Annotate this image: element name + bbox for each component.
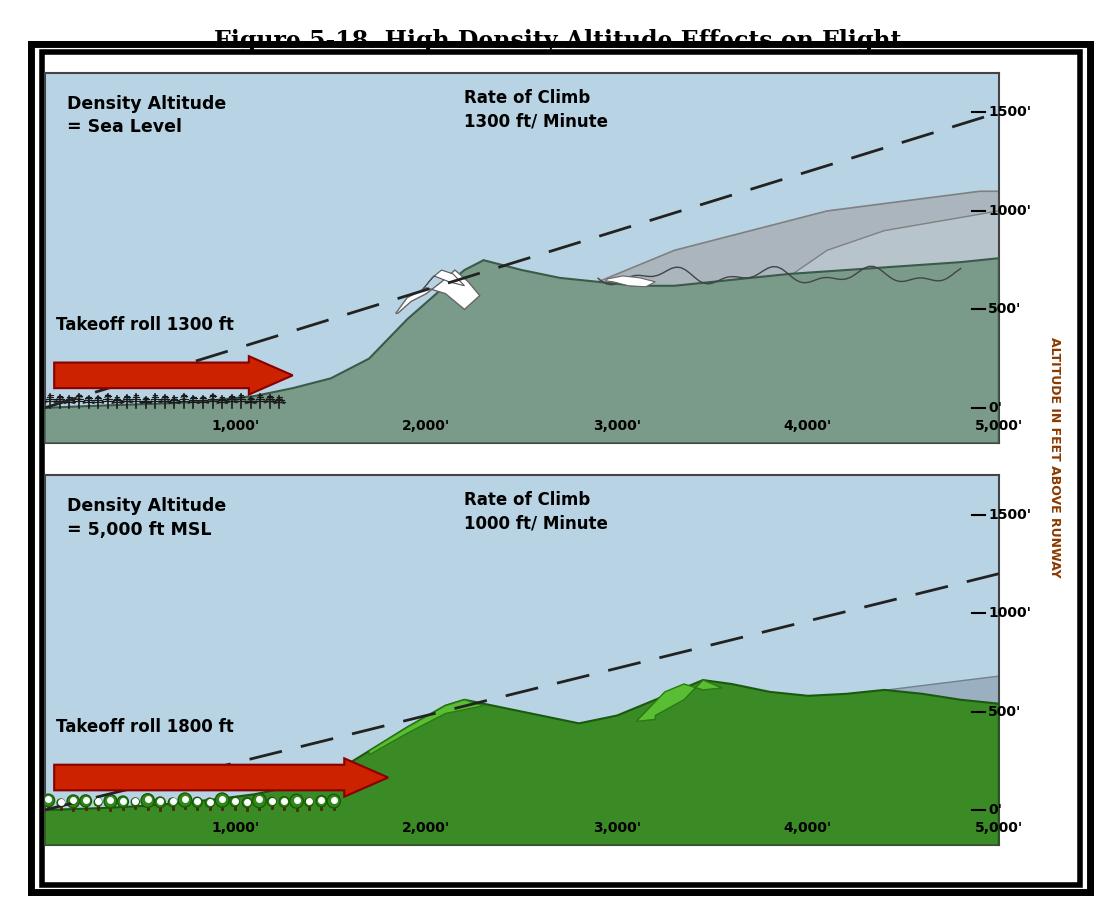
Circle shape [316,795,327,807]
Circle shape [205,798,214,807]
Text: Figure 5-18. High Density Altitude Effects on Flight: Figure 5-18. High Density Altitude Effec… [214,29,902,53]
Circle shape [179,793,192,807]
Text: 0': 0' [989,401,1002,415]
Text: 5,000': 5,000' [974,821,1023,834]
Text: = 5,000 ft MSL: = 5,000 ft MSL [67,521,211,538]
Text: Takeoff roll 1800 ft: Takeoff roll 1800 ft [56,718,234,737]
Circle shape [42,794,55,807]
Text: 500': 500' [989,705,1022,718]
Circle shape [80,795,92,807]
Polygon shape [331,676,999,845]
Circle shape [67,795,79,808]
Text: Takeoff roll 1300 ft: Takeoff roll 1300 ft [56,316,234,335]
Polygon shape [636,680,722,721]
Text: 1000': 1000' [989,606,1031,620]
Text: = Sea Level: = Sea Level [67,119,182,136]
Text: 3,000': 3,000' [593,821,642,834]
Text: 5,000': 5,000' [974,419,1023,432]
Polygon shape [331,191,999,443]
Text: 1500': 1500' [989,507,1031,522]
Text: 2,000': 2,000' [402,419,451,432]
Text: 1000': 1000' [989,204,1031,218]
FancyArrow shape [55,759,388,797]
Circle shape [268,797,276,806]
Circle shape [192,797,202,807]
Text: 4,000': 4,000' [783,419,833,432]
Circle shape [215,793,229,807]
Circle shape [117,796,128,807]
Text: 1,000': 1,000' [211,821,260,834]
Text: Rate of Climb: Rate of Climb [464,89,590,107]
Text: Density Altitude: Density Altitude [67,497,225,515]
Circle shape [327,794,340,808]
Circle shape [252,793,267,808]
Circle shape [169,798,176,807]
Circle shape [155,797,165,808]
Text: ALTITUDE IN FEET ABOVE RUNWAY: ALTITUDE IN FEET ABOVE RUNWAY [1048,336,1061,578]
Circle shape [104,794,117,808]
Polygon shape [606,276,655,287]
Circle shape [57,799,65,807]
Text: 2,000': 2,000' [402,821,451,834]
Circle shape [141,793,154,807]
Polygon shape [423,270,464,290]
Text: 500': 500' [989,303,1022,316]
Bar [45,810,999,845]
Polygon shape [396,270,480,314]
Circle shape [305,798,312,806]
Circle shape [132,798,140,806]
FancyArrow shape [55,356,292,395]
Circle shape [230,797,239,806]
Text: Density Altitude: Density Altitude [67,95,225,112]
Polygon shape [45,680,999,845]
Text: 4,000': 4,000' [783,821,833,834]
Circle shape [242,798,251,807]
Text: 1300 ft/ Minute: 1300 ft/ Minute [464,112,608,131]
Text: 0': 0' [989,803,1002,817]
Text: 1500': 1500' [989,105,1031,120]
Text: 1,000': 1,000' [211,419,260,432]
Text: 1000 ft/ Minute: 1000 ft/ Minute [464,515,608,533]
Circle shape [279,797,289,807]
Circle shape [94,798,102,806]
Text: 3,000': 3,000' [593,419,642,432]
Text: Rate of Climb: Rate of Climb [464,491,590,509]
Polygon shape [369,700,483,755]
Circle shape [290,794,304,808]
Polygon shape [45,258,999,443]
Bar [45,408,999,443]
Polygon shape [770,211,999,443]
